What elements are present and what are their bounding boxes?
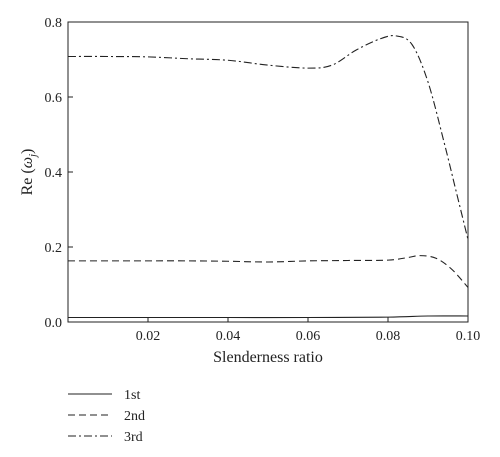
- y-tick-label: 0.4: [45, 166, 63, 181]
- series-layer: [67, 35, 469, 319]
- y-tick-label: 0.8: [45, 16, 63, 31]
- y-axis-title-main: Re (: [19, 168, 36, 195]
- plot-frame: [67, 21, 469, 323]
- tick-marks: [68, 21, 469, 323]
- legend-label-2nd: 2nd: [124, 409, 145, 424]
- x-tick-label: 0.10: [456, 329, 481, 344]
- series-line-2nd: [68, 255, 469, 288]
- y-tick-label: 0.6: [45, 91, 63, 106]
- series-line-1st: [68, 315, 469, 319]
- y-axis-title-close: ): [19, 149, 36, 154]
- x-tick-label: 0.08: [376, 329, 401, 344]
- y-tick-label: 0.0: [45, 316, 63, 331]
- x-tick-label: 0.06: [296, 329, 321, 344]
- legend: 1st 2nd 3rd: [68, 388, 145, 445]
- y-axis-title-symbol: ω: [19, 157, 36, 168]
- x-axis-title: Slenderness ratio: [213, 349, 323, 366]
- tick-labels: 0.02 0.04 0.06 0.08 0.10 0.0 0.2 0.4 0.6 0.8: [45, 16, 481, 344]
- legend-label-3rd: 3rd: [124, 430, 143, 445]
- y-axis-title: Re (ωj): [19, 149, 39, 196]
- series-line-3rd: [67, 35, 469, 240]
- y-tick-label: 0.2: [45, 241, 63, 256]
- legend-label-1st: 1st: [124, 388, 140, 403]
- x-tick-label: 0.04: [216, 329, 241, 344]
- y-axis-title-subscript: j: [27, 154, 39, 159]
- x-tick-label: 0.02: [136, 329, 161, 344]
